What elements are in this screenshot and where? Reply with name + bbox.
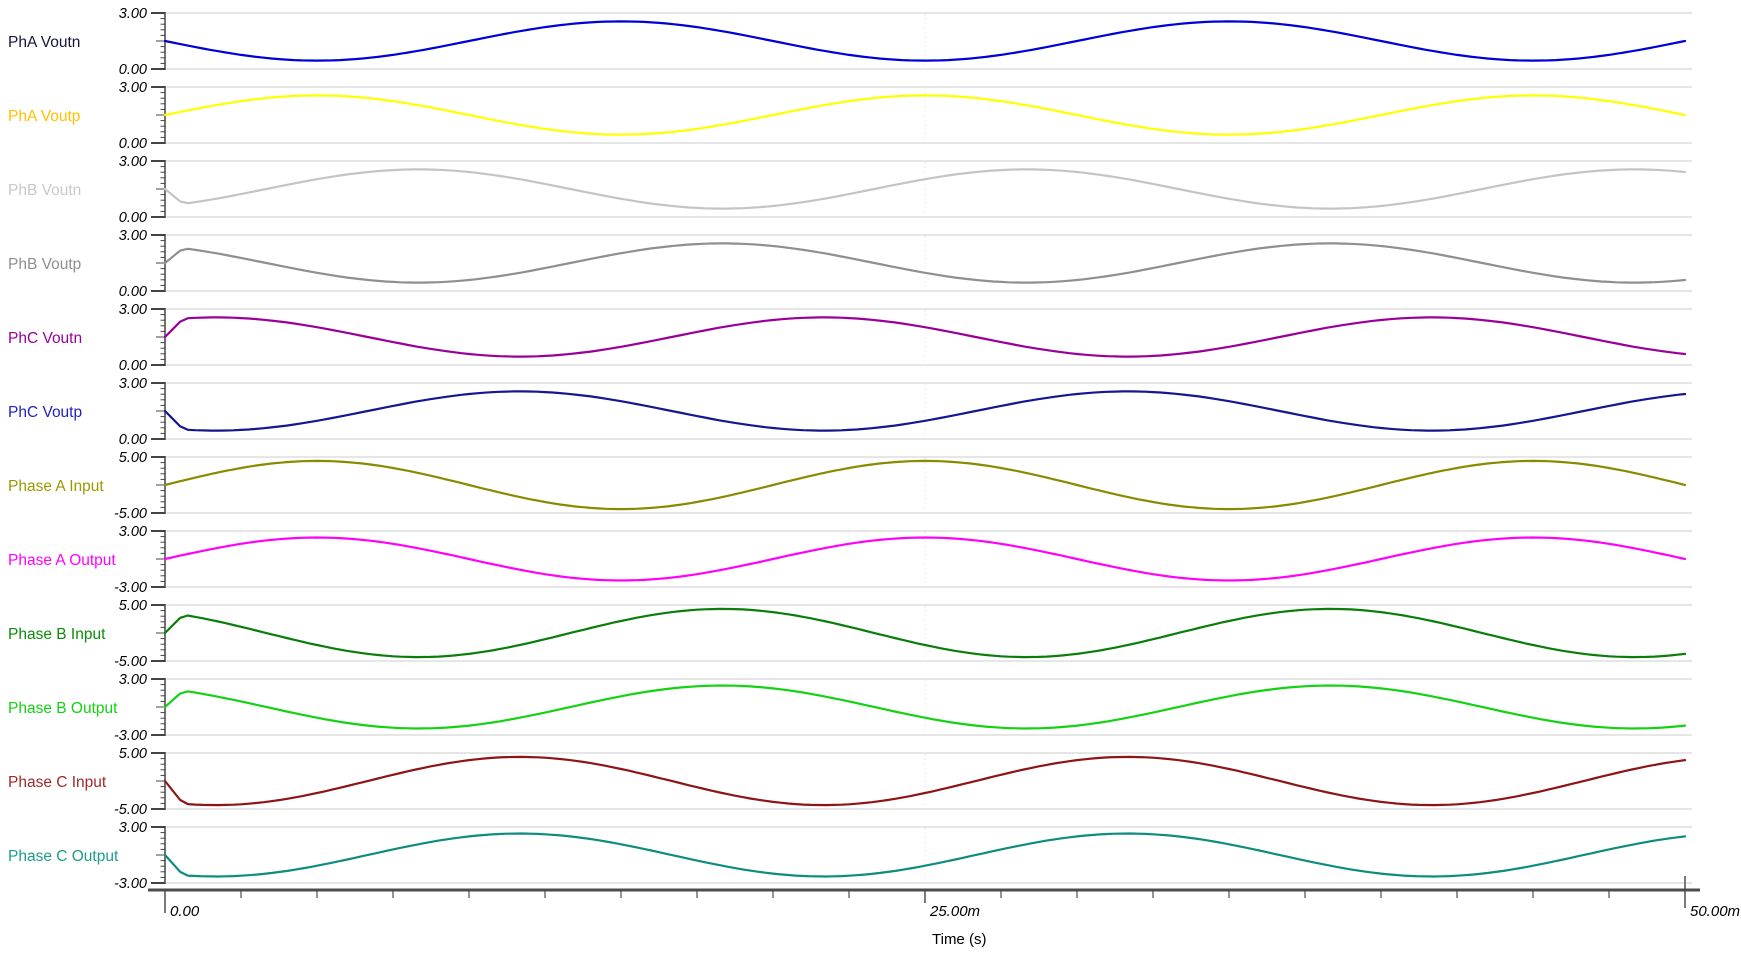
x-tick-label-25-00m: 25.00m (929, 903, 980, 920)
y-tick-label-top: 3.00 (119, 524, 147, 540)
y-tick-label-bottom: 0.00 (119, 210, 147, 226)
y-tick-label-bottom: -5.00 (114, 654, 147, 670)
label-phb-voutn: PhB Voutn (8, 182, 81, 199)
label-phase-b-output: Phase B Output (8, 700, 118, 717)
label-phase-b-input: Phase B Input (8, 626, 106, 643)
label-phase-a-output: Phase A Output (8, 552, 116, 569)
x-tick-label-50-00m: 50.00m (1690, 903, 1740, 920)
y-tick-label-top: 3.00 (119, 376, 147, 392)
y-tick-label-bottom: 0.00 (119, 358, 147, 374)
y-tick-label-bottom: 0.00 (119, 432, 147, 448)
x-axis-title: Time (s) (932, 931, 986, 948)
label-phb-voutp: PhB Voutp (8, 256, 81, 273)
y-tick-label-bottom: -3.00 (114, 580, 147, 596)
label-pha-voutn: PhA Voutn (8, 34, 80, 51)
y-tick-label-top: 3.00 (119, 820, 147, 836)
y-tick-label-bottom: -3.00 (114, 728, 147, 744)
y-tick-label-bottom: -3.00 (114, 876, 147, 892)
y-tick-label-top: 5.00 (119, 450, 147, 466)
trace-phb-voutp[interactable] (163, 242, 1687, 284)
trace-pha-voutp[interactable] (163, 94, 1687, 136)
label-phase-a-input: Phase A Input (8, 478, 104, 495)
label-pha-voutp: PhA Voutp (8, 108, 80, 125)
trace-phc-voutp[interactable] (163, 390, 1687, 432)
label-phase-c-output: Phase C Output (8, 848, 119, 865)
y-tick-label-bottom: -5.00 (114, 506, 147, 522)
y-tick-label-top: 3.00 (119, 672, 147, 688)
y-tick-label-top: 3.00 (119, 302, 147, 318)
y-tick-label-bottom: 0.00 (119, 284, 147, 300)
trace-phc-voutn[interactable] (163, 316, 1687, 358)
label-phc-voutn: PhC Voutn (8, 330, 82, 347)
trace-phase-b-output[interactable] (163, 684, 1687, 730)
trace-pha-voutn[interactable] (163, 20, 1687, 62)
trace-phb-voutn[interactable] (163, 168, 1687, 210)
y-tick-label-top: 5.00 (119, 598, 147, 614)
trace-phase-c-output[interactable] (163, 832, 1687, 878)
y-tick-label-bottom: 0.00 (119, 62, 147, 78)
label-phase-c-input: Phase C Input (8, 774, 107, 791)
trace-phase-b-input[interactable] (163, 607, 1687, 659)
x-tick-label-0-00: 0.00 (170, 903, 200, 920)
y-tick-label-top: 3.00 (119, 154, 147, 170)
y-tick-label-bottom: -5.00 (114, 802, 147, 818)
label-phc-voutp: PhC Voutp (8, 404, 82, 421)
y-tick-label-top: 3.00 (119, 80, 147, 96)
y-tick-label-top: 3.00 (119, 6, 147, 22)
y-tick-label-bottom: 0.00 (119, 136, 147, 152)
y-tick-label-top: 3.00 (119, 228, 147, 244)
y-tick-label-top: 5.00 (119, 746, 147, 762)
trace-phase-a-input[interactable] (163, 459, 1687, 511)
trace-phase-a-output[interactable] (163, 536, 1687, 582)
trace-phase-c-input[interactable] (163, 755, 1687, 807)
